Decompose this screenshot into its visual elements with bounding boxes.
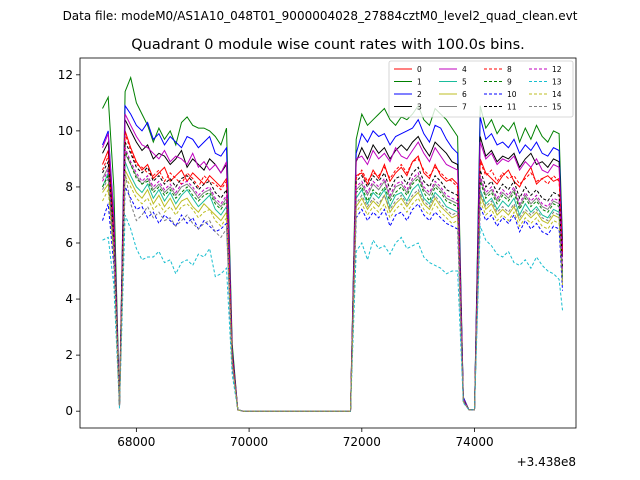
legend-label-13: 13 [552,78,562,87]
x-offset-label: +3.438e8 [517,455,576,469]
legend-label-14: 14 [552,90,562,99]
legend-label-7: 7 [462,103,467,112]
series-line-13 [102,214,563,412]
x-axis: 68000 70000 72000 74000 [117,428,494,449]
legend-label-4: 4 [462,65,467,74]
legend-label-15: 15 [552,103,562,112]
legend-label-12: 12 [552,65,562,74]
chart-title: Quadrant 0 module wise count rates with … [131,37,525,53]
x-tick-label: 74000 [455,435,493,449]
legend-label-5: 5 [462,78,467,87]
legend-label-3: 3 [417,103,422,112]
legend-label-9: 9 [507,78,512,87]
y-tick-label: 4 [65,292,73,306]
x-tick-label: 70000 [230,435,268,449]
y-tick-label: 6 [65,236,73,250]
suptitle: Data file: modeM0/AS1A10_048T01_90000040… [63,9,578,23]
legend-label-11: 11 [507,103,517,112]
y-tick-label: 10 [58,124,73,138]
y-tick-label: 8 [65,180,73,194]
y-axis: 0 2 4 6 8 10 12 [58,68,80,418]
y-tick-label: 2 [65,348,73,362]
series-line-15 [102,172,563,412]
legend-label-1: 1 [417,78,422,87]
y-tick-label: 0 [65,404,73,418]
legend-label-10: 10 [507,90,517,99]
legend-label-2: 2 [417,90,422,99]
legend-label-0: 0 [417,65,422,74]
legend-label-8: 8 [507,65,512,74]
legend-label-6: 6 [462,90,467,99]
y-tick-label: 12 [58,68,73,82]
plot-lines [102,75,563,412]
x-tick-label: 72000 [343,435,381,449]
x-tick-label: 68000 [117,435,155,449]
legend-frame [388,60,574,118]
